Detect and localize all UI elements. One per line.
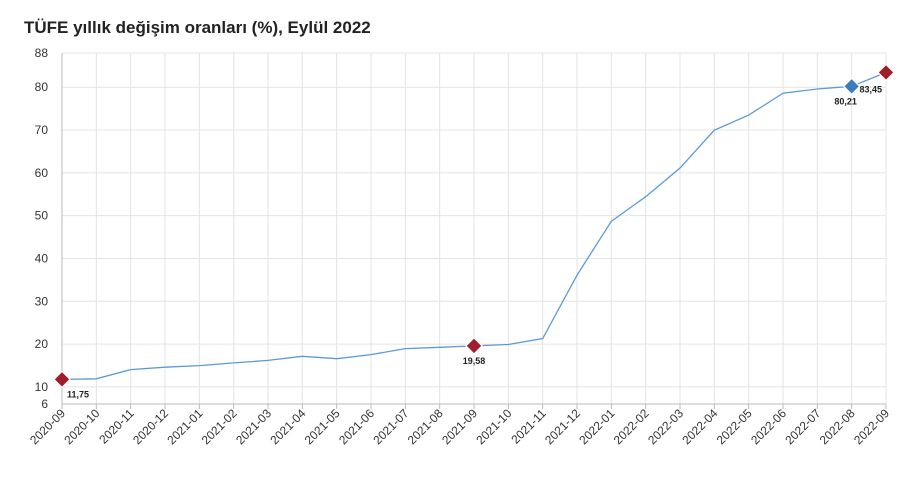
y-tick-label: 40 bbox=[35, 251, 49, 265]
data-marker bbox=[465, 337, 483, 355]
data-label: 83,45 bbox=[859, 84, 882, 94]
x-tick-label: 2020-10 bbox=[61, 406, 102, 447]
x-tick-label: 2021-12 bbox=[542, 406, 583, 447]
x-tick-label: 2021-02 bbox=[199, 406, 240, 447]
x-tick-label: 2022-02 bbox=[611, 406, 652, 447]
x-tick-label: 2021-11 bbox=[508, 406, 549, 447]
data-label: 19,58 bbox=[463, 356, 486, 366]
x-tick-label: 2022-08 bbox=[817, 406, 858, 447]
data-marker bbox=[842, 77, 861, 96]
x-tick-label: 2022-04 bbox=[679, 406, 720, 447]
y-tick-label: 70 bbox=[35, 123, 49, 137]
data-marker bbox=[877, 63, 895, 82]
x-tick-label: 2022-01 bbox=[576, 406, 617, 447]
data-label: 11,75 bbox=[67, 389, 89, 399]
x-tick-label: 2022-03 bbox=[645, 406, 686, 447]
y-tick-label: 10 bbox=[35, 380, 49, 394]
y-tick-label: 88 bbox=[35, 46, 49, 60]
x-tick-label: 2021-03 bbox=[233, 406, 274, 447]
x-tick-label: 2021-01 bbox=[164, 406, 205, 447]
x-tick-label: 2021-05 bbox=[302, 406, 343, 447]
x-tick-label: 2022-05 bbox=[714, 406, 755, 447]
x-tick-label: 2020-09 bbox=[27, 406, 68, 447]
y-tick-label: 20 bbox=[35, 337, 49, 351]
x-tick-label: 2021-06 bbox=[336, 406, 377, 447]
x-tick-label: 2020-11 bbox=[96, 406, 137, 447]
y-axis: 6 10 20 30 40 50 60 70 80 88 bbox=[35, 46, 63, 411]
x-axis: 2020-092020-102020-112020-122021-012021-… bbox=[27, 403, 892, 447]
y-tick-label: 30 bbox=[35, 294, 49, 308]
x-tick-label: 2021-04 bbox=[267, 406, 308, 447]
x-tick-label: 2021-08 bbox=[405, 406, 446, 447]
x-tick-label: 2021-10 bbox=[473, 406, 514, 447]
x-tick-label: 2022-07 bbox=[782, 406, 823, 447]
y-tick-label: 6 bbox=[41, 397, 48, 411]
x-tick-label: 2021-09 bbox=[439, 406, 480, 447]
data-label: 80,21 bbox=[834, 96, 857, 106]
data-marker bbox=[53, 370, 71, 389]
x-tick-label: 2022-06 bbox=[748, 406, 789, 447]
x-tick-label: 2022-09 bbox=[851, 406, 892, 447]
y-tick-label: 50 bbox=[35, 209, 49, 223]
chart-title: TÜFE yıllık değişim oranları (%), Eylül … bbox=[24, 18, 371, 37]
y-tick-label: 60 bbox=[35, 166, 49, 180]
x-tick-label: 2021-07 bbox=[370, 406, 411, 447]
y-tick-label: 80 bbox=[35, 80, 49, 94]
x-tick-label: 2020-12 bbox=[130, 406, 171, 447]
